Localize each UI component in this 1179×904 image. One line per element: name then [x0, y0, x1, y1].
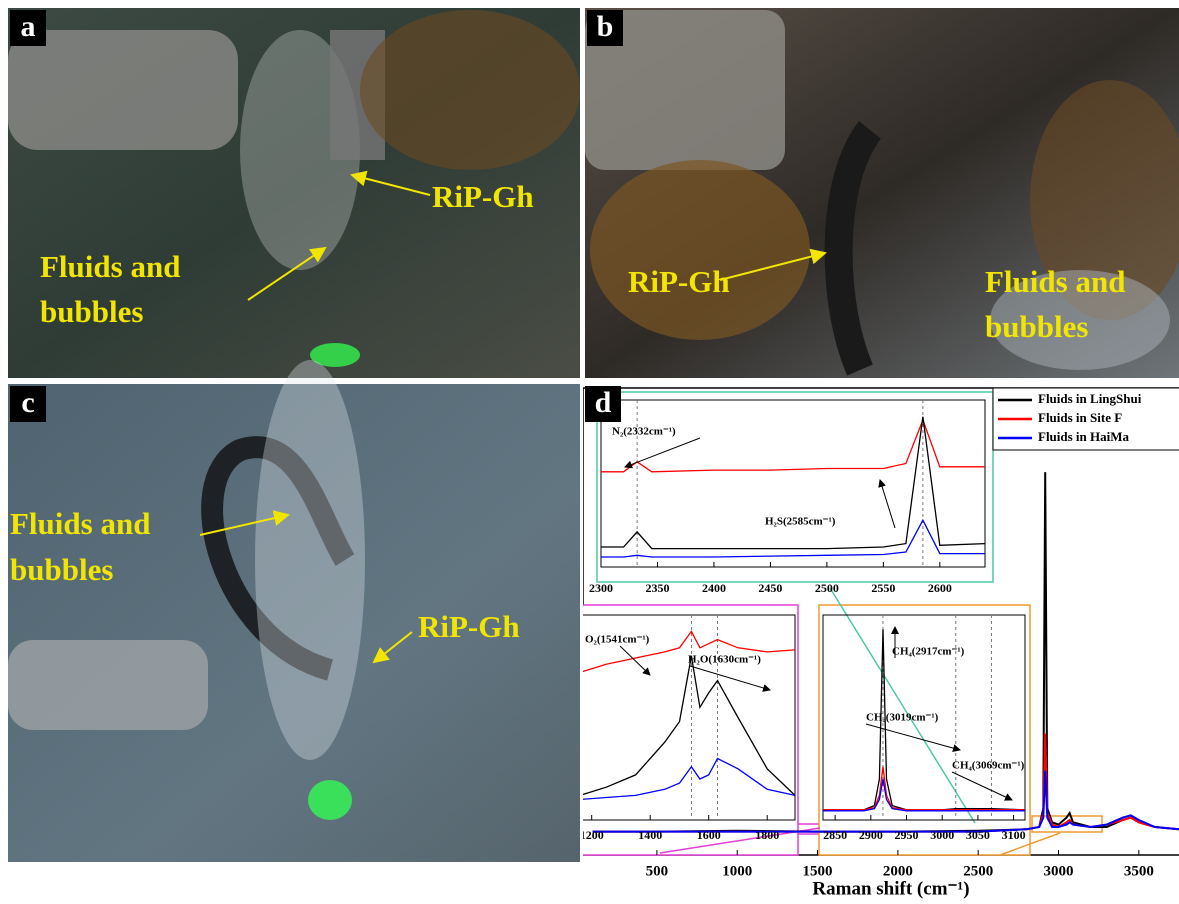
x-tick-label: 2000	[883, 863, 913, 879]
x-tick-label: 3050	[966, 828, 990, 842]
mussels	[590, 160, 810, 340]
x-tick-label: 2500	[963, 863, 993, 879]
photo-label: Fluids and	[985, 264, 1125, 299]
x-tick-label: 1200	[580, 828, 604, 842]
panel-letter: d	[595, 386, 612, 419]
photo-label: Fluids and	[40, 249, 180, 284]
x-tick-label: 2300	[589, 581, 613, 595]
laser	[308, 780, 352, 820]
x-tick-label: 2850	[823, 828, 847, 842]
x-tick-label: 1400	[638, 828, 662, 842]
peak-annotation: CH₄(3019cm⁻¹)	[866, 712, 939, 724]
x-tick-label: 2900	[859, 828, 883, 842]
x-tick-label: 3500	[1124, 863, 1154, 879]
photo-label: Fluids and	[10, 506, 150, 541]
inset-frame	[819, 605, 1030, 855]
peak-annotation: H₂S(2585cm⁻¹)	[765, 516, 836, 528]
x-tick-label: 2400	[702, 581, 726, 595]
photo-label: bubbles	[40, 294, 143, 329]
photo-label: RiP-Gh	[628, 264, 730, 299]
peak-annotation: N₂(2332cm⁻¹)	[612, 426, 676, 438]
panel-letter: b	[597, 10, 614, 43]
x-tick-label: 1800	[755, 828, 779, 842]
photo-label: bubbles	[10, 552, 113, 587]
x-tick-label: 2500	[815, 581, 839, 595]
robot-arm	[8, 640, 208, 730]
x-tick-label: 2950	[895, 828, 919, 842]
photo-label: RiP-Gh	[432, 179, 534, 214]
peak-annotation: O₂(1541cm⁻¹)	[585, 634, 650, 646]
x-tick-label: 2350	[645, 581, 669, 595]
x-tick-label: 500	[646, 863, 669, 879]
x-tick-label: 3000	[930, 828, 954, 842]
x-tick-label: 1000	[722, 863, 752, 879]
x-tick-label: 2600	[928, 581, 952, 595]
x-tick-label: 3100	[1002, 828, 1026, 842]
legend-label: Fluids in Site F	[1038, 410, 1122, 425]
x-axis-label: Raman shift (cm⁻¹)	[812, 878, 969, 899]
peak-annotation: CH₄(2917cm⁻¹)	[892, 646, 965, 658]
peak-annotation: CH₄(3069cm⁻¹)	[952, 760, 1025, 772]
x-tick-label: 1600	[697, 828, 721, 842]
inset-frame	[597, 392, 993, 582]
x-tick-label: 1500	[803, 863, 833, 879]
bubbles	[255, 360, 365, 760]
x-tick-label: 3000	[1044, 863, 1074, 879]
legend-label: Fluids in HaiMa	[1038, 429, 1130, 444]
legend-label: Fluids in LingShui	[1038, 391, 1142, 406]
robot-arm	[8, 30, 238, 150]
photo-label: RiP-Gh	[418, 609, 520, 644]
peak-annotation: H₂O(1630cm⁻¹)	[688, 654, 761, 666]
x-tick-label: 2450	[758, 581, 782, 595]
x-tick-label: 2550	[871, 581, 895, 595]
panel-letter: c	[21, 386, 34, 419]
figure: Fluids in LingShui Fluids in Site F Fluids…	[0, 0, 1179, 904]
panel-d: Fluids in LingShui Fluids in Site F Fluids…	[577, 388, 1179, 855]
photo-label: bubbles	[985, 309, 1088, 344]
mussels	[360, 10, 580, 170]
panel-letter: a	[21, 10, 36, 43]
